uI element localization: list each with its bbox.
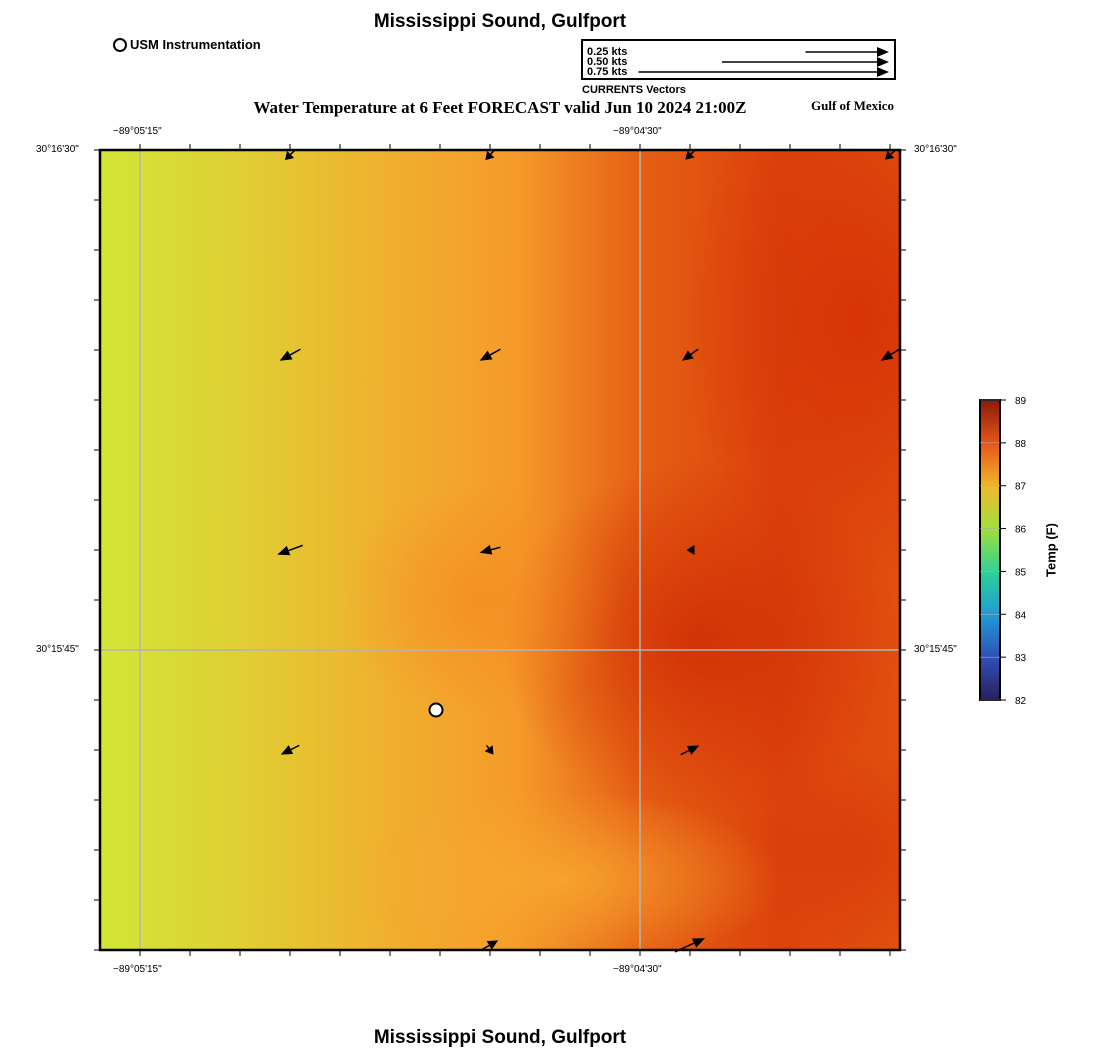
lat-tick-left-2: 30°15'45" [36, 644, 79, 655]
current-vector-arrow [686, 545, 695, 555]
usm-station-marker[interactable] [428, 702, 444, 718]
map-subtitle: Water Temperature at 6 Feet FORECAST val… [253, 98, 747, 117]
legend-entry-050: 0.50 kts [587, 56, 628, 68]
station-marker-icon [113, 37, 127, 52]
temperature-field [100, 150, 900, 950]
current-vector-arrow [484, 744, 494, 755]
lat-tick-left-1: 30°16'30" [36, 144, 79, 155]
current-vector-arrow [485, 149, 496, 161]
colorbar-tick-label: 89 [1015, 396, 1027, 407]
colorbar-tick-label: 85 [1015, 567, 1027, 578]
current-vector-arrow [681, 348, 699, 361]
map-title: Mississippi Sound, Gulfport [373, 11, 627, 32]
colorbar-tick-label: 84 [1015, 610, 1027, 621]
lat-tick-right-2: 30°15'45" [914, 644, 957, 655]
station-legend-label: USM Instrumentation [130, 37, 261, 52]
current-vector-arrow [277, 544, 303, 556]
legend-entry-075: 0.75 kts [587, 66, 628, 78]
current-vector-arrow [479, 348, 501, 361]
colorbar-tick-label: 86 [1015, 525, 1027, 536]
colorbar-tick-label: 88 [1015, 439, 1027, 450]
vector-legend: 0.25 kts 0.50 kts 0.75 kts [581, 39, 896, 80]
current-vector-arrow [680, 745, 700, 756]
current-vectors [277, 149, 900, 953]
station-legend: USM Instrumentation [113, 37, 261, 52]
lat-tick-right-1: 30°16'30" [914, 144, 957, 155]
colorbar-tick-label: 83 [1015, 653, 1027, 664]
colorbar: 89 88 87 86 85 84 83 82 [979, 396, 1027, 707]
current-vector-arrow [284, 149, 296, 161]
footer-title: Mississippi Sound, Gulfport [373, 1027, 627, 1048]
current-vector-arrow [674, 938, 706, 953]
vector-legend-arrows [638, 47, 889, 77]
current-vector-arrow [479, 544, 501, 555]
legend-entry-025: 0.25 kts [587, 46, 628, 58]
lon-tick-top-1: −89°05'15" [113, 126, 162, 137]
current-vector-arrow [280, 744, 300, 755]
current-vector-arrow [884, 149, 896, 160]
current-vector-arrow [880, 348, 900, 361]
lon-tick-top-2: −89°04'30" [613, 126, 662, 137]
legend-arrow [805, 47, 889, 57]
frame-ticks [94, 144, 906, 956]
current-vector-arrow [481, 940, 499, 951]
colorbar-tick-label: 87 [1015, 482, 1027, 493]
colorbar-tick-label: 82 [1015, 696, 1027, 707]
legend-arrow [638, 67, 889, 77]
lon-tick-bottom-1: −89°05'15" [113, 964, 162, 975]
colorbar-label: Temp (F) [1043, 523, 1059, 577]
graticule [100, 150, 900, 950]
current-vector-arrow [279, 348, 301, 361]
current-vector-arrow [685, 149, 696, 160]
legend-arrow [722, 57, 889, 67]
region-label: Gulf of Mexico [811, 98, 895, 113]
lon-tick-bottom-2: −89°04'30" [613, 964, 662, 975]
vector-legend-title: CURRENTS Vectors [582, 84, 686, 96]
